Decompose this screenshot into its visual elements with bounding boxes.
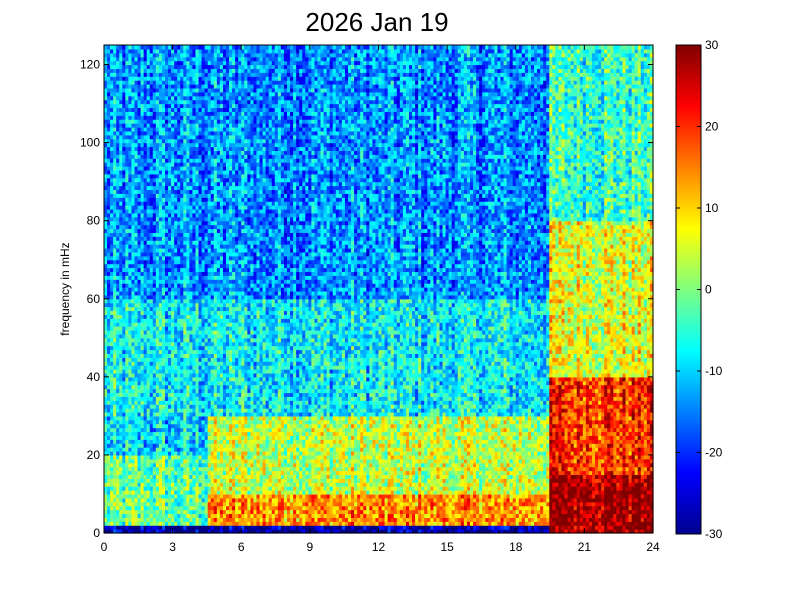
chart-title: 2026 Jan 19: [305, 7, 448, 37]
spectrogram-heatmap: [104, 45, 654, 534]
